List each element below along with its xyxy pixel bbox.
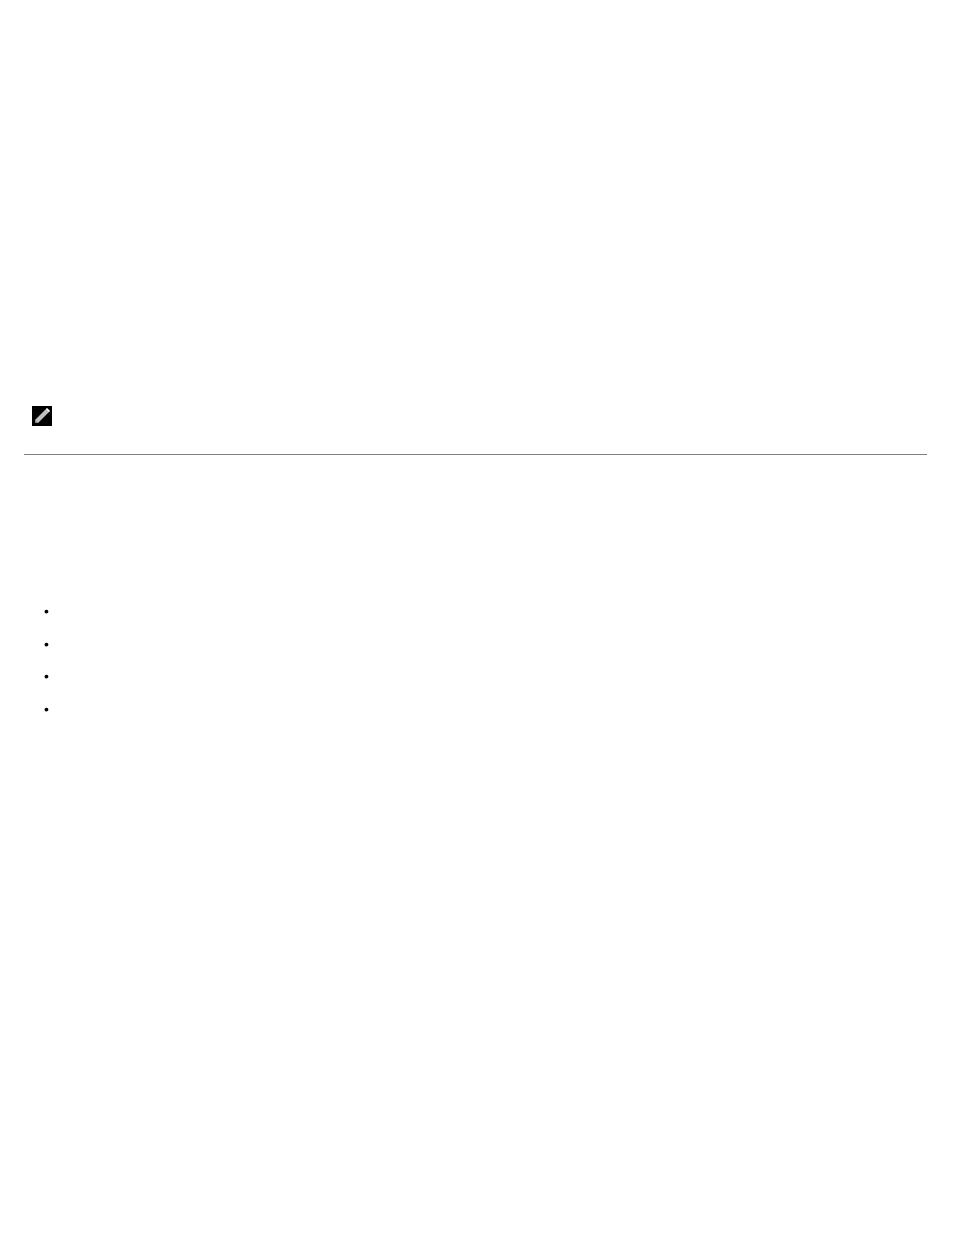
bullet-item bbox=[44, 669, 58, 683]
document-page bbox=[0, 0, 954, 1235]
bullet-list bbox=[44, 604, 58, 734]
bullet-item bbox=[44, 604, 58, 618]
section-divider bbox=[24, 454, 927, 455]
bullet-item bbox=[44, 702, 58, 716]
bullet-item bbox=[44, 637, 58, 651]
pencil-note-icon bbox=[32, 406, 52, 426]
